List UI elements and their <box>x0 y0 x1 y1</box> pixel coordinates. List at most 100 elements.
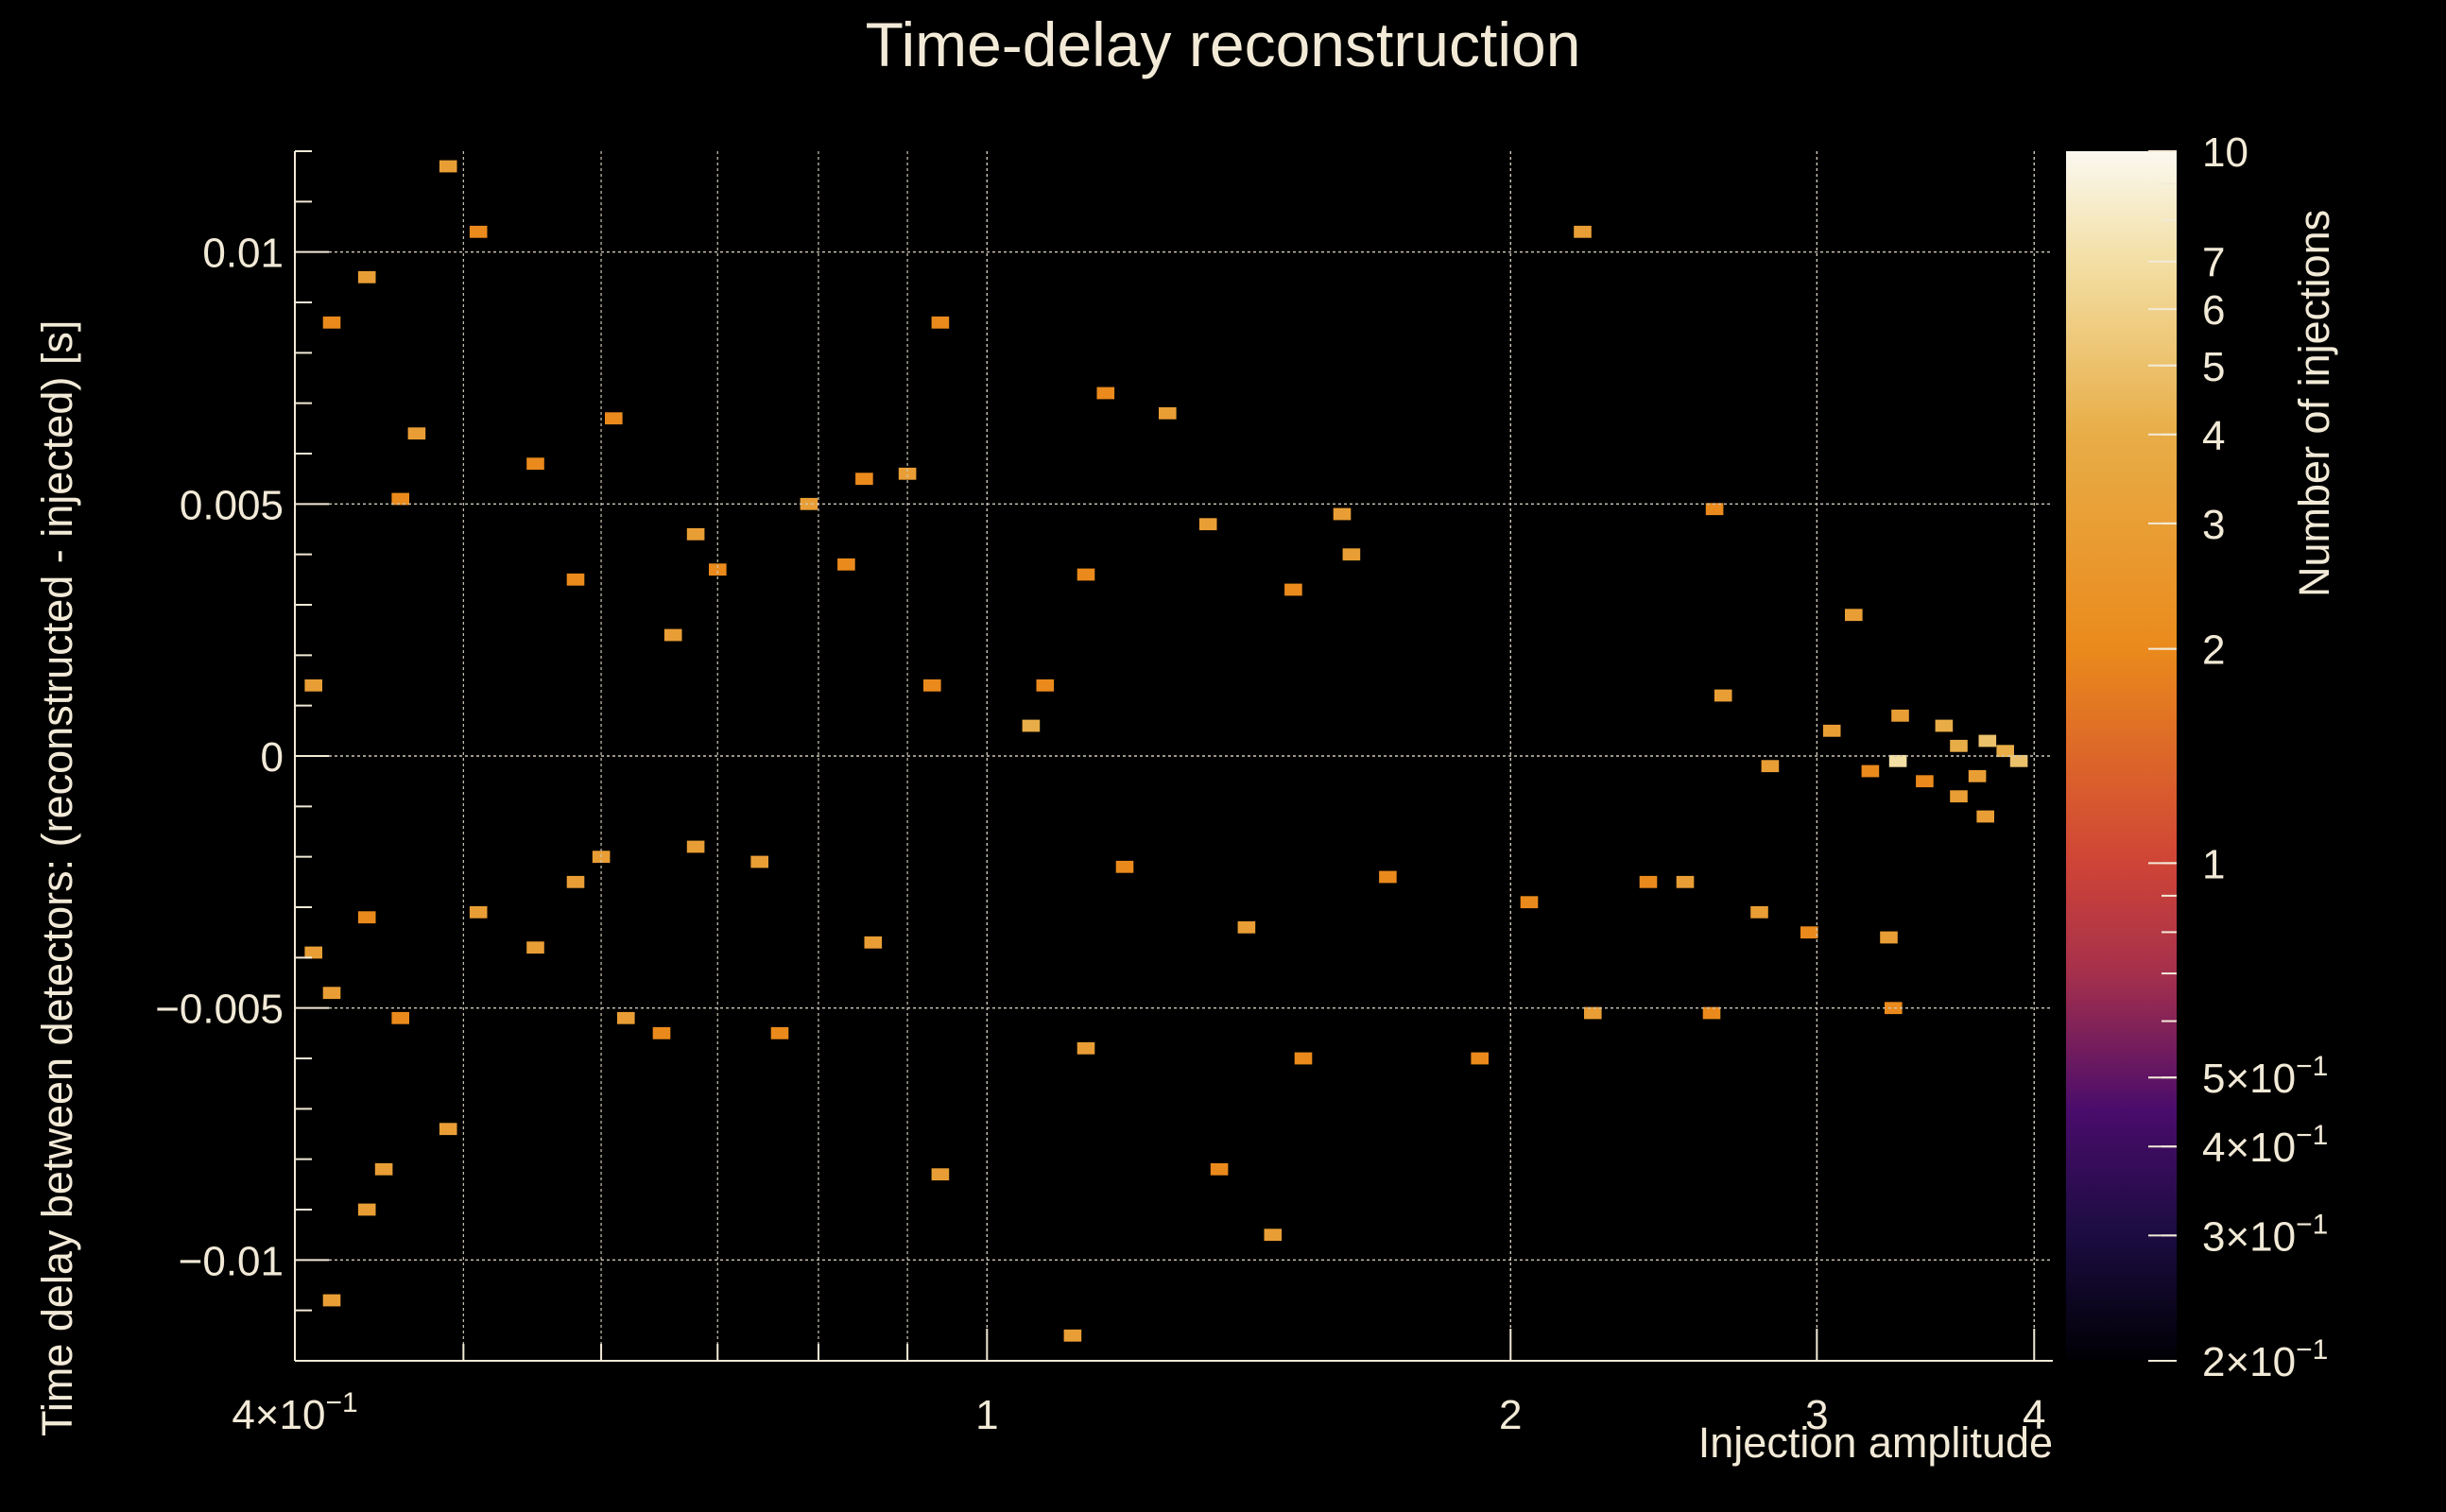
heatmap-cell <box>1471 1052 1489 1065</box>
color-scale-tick-label: 10 <box>2202 129 2248 176</box>
heatmap-cell <box>1978 734 1997 747</box>
color-scale-ticks: 10 76 5 4 3 2 1 5×10−1 4×10−1 3×10−1 2×10−1 <box>2148 129 2328 1385</box>
chart-title: Time-delay reconstruction <box>866 9 1581 79</box>
color-scale-tick-label: 2×10−1 <box>2202 1334 2328 1385</box>
heatmap-cell <box>1888 754 1907 767</box>
heatmap-cell <box>617 1011 635 1024</box>
color-scale-tick-label: 7 <box>2202 240 2225 286</box>
heatmap-cell <box>800 497 818 510</box>
heatmap-cell <box>1880 931 1898 944</box>
heatmap-cell <box>652 1026 671 1040</box>
heatmap-cell <box>322 987 341 1000</box>
heatmap-cell <box>1750 905 1768 919</box>
color-scale-tick-label: 3 <box>2202 502 2225 548</box>
heatmap-cell <box>663 628 682 642</box>
heatmap-cell <box>304 679 322 692</box>
heatmap-cell <box>1584 1006 1602 1020</box>
color-scale-bar <box>2066 151 2177 1361</box>
y-axis-label: Time delay between detectors: (reconstru… <box>33 320 81 1436</box>
x-tick-label: 4 <box>2023 1392 2045 1438</box>
color-scale-tick-label: 4×10−1 <box>2202 1120 2328 1171</box>
heatmap-cell <box>1520 896 1539 909</box>
heatmap-cell <box>1115 860 1134 873</box>
grid-lines <box>294 151 2053 1361</box>
heatmap-cell <box>407 427 426 440</box>
x-tick-label: 2 <box>1499 1392 1522 1438</box>
color-scale-label: Number of injections <box>2290 210 2338 597</box>
heatmap-cell <box>391 1011 409 1024</box>
heatmap-cell <box>304 946 322 959</box>
heatmap-cell <box>1845 609 1863 622</box>
heatmap-cell <box>855 472 873 486</box>
heatmap-cell <box>1022 719 1041 732</box>
heatmap-cell <box>898 467 917 480</box>
heatmap-cell <box>864 936 883 949</box>
y-tick-label: −0.01 <box>179 1238 284 1284</box>
heatmap-cell <box>1574 225 1592 238</box>
heatmap-cell <box>1935 719 1954 732</box>
heatmap-cell <box>1950 790 1968 803</box>
heatmap-cell <box>1063 1329 1082 1342</box>
heatmap-cell <box>322 316 341 329</box>
heatmap-cell <box>1714 689 1732 702</box>
heatmap-cell <box>605 412 623 425</box>
color-scale-tick-label: 5×10−1 <box>2202 1051 2328 1102</box>
heatmap-cell <box>1333 507 1352 521</box>
heatmap-cell <box>931 1168 950 1181</box>
x-axis-label: Injection amplitude <box>1698 1418 2053 1467</box>
heatmap-cell <box>1976 810 1994 823</box>
heatmap-cell <box>1676 875 1695 888</box>
heatmap-cell <box>923 679 941 692</box>
y-tick-label: 0 <box>261 734 284 781</box>
color-scale-tick-label: 1 <box>2202 841 2225 887</box>
heatmap-cell <box>1705 503 1724 516</box>
heatmap-cell <box>770 1026 789 1040</box>
heatmap-cell <box>1950 739 1968 752</box>
heatmap-cell <box>1077 568 1095 581</box>
x-tick-label: 4×10−1 <box>232 1387 357 1438</box>
heatmap-cell <box>837 558 855 571</box>
heatmap-cell <box>1996 745 2014 758</box>
heatmap-cell <box>686 527 705 541</box>
heatmap-cell <box>1891 709 1909 722</box>
heatmap-cell <box>526 457 544 471</box>
heatmap-cell <box>1379 870 1397 884</box>
heatmap-cell <box>1968 769 1987 782</box>
y-tick-label: −0.005 <box>155 987 284 1033</box>
heatmap-cell <box>469 225 488 238</box>
heatmap-cell <box>374 1162 393 1176</box>
heatmap-cell <box>526 941 544 954</box>
color-scale-tick-label: 6 <box>2202 287 2225 334</box>
heatmap-cell <box>1885 1002 1903 1015</box>
heatmap-cell <box>1822 724 1841 737</box>
heatmap-cell <box>357 270 376 284</box>
y-tick-label: 0.01 <box>202 231 284 277</box>
heatmap-cell <box>1237 920 1256 934</box>
heatmap-cell <box>357 1203 376 1216</box>
heatmap-cell <box>357 911 376 924</box>
heatmap-cell <box>709 563 727 576</box>
heatmap-cell <box>1702 1006 1721 1020</box>
heatmap-cell <box>1861 765 1880 778</box>
y-tick-label: 0.005 <box>180 482 284 528</box>
heatmap-cell <box>1639 875 1658 888</box>
heatmap-cell <box>931 316 950 329</box>
heatmap-cell <box>391 492 409 506</box>
heatmap-cell <box>1264 1228 1283 1242</box>
x-axis-ticks: 4×10−1 1 2 3 4 <box>232 1329 2046 1438</box>
heatmap-cell <box>686 840 705 853</box>
heatmap-cell <box>1294 1052 1313 1065</box>
heatmap-cell <box>1800 926 1818 939</box>
heatmap-cell <box>1761 760 1780 773</box>
heatmap-cell <box>1077 1041 1095 1055</box>
color-scale-tick-label: 3×10−1 <box>2202 1209 2328 1260</box>
heatmap-cell <box>439 1123 457 1136</box>
heatmap-cell <box>1916 775 1934 788</box>
heatmap-cell <box>2009 754 2028 767</box>
heatmap-cell <box>566 875 585 888</box>
heatmap-cell <box>469 905 488 919</box>
heatmap-cell <box>439 160 457 173</box>
heatmap-cell <box>1284 583 1302 596</box>
x-tick-label: 3 <box>1805 1392 1828 1438</box>
